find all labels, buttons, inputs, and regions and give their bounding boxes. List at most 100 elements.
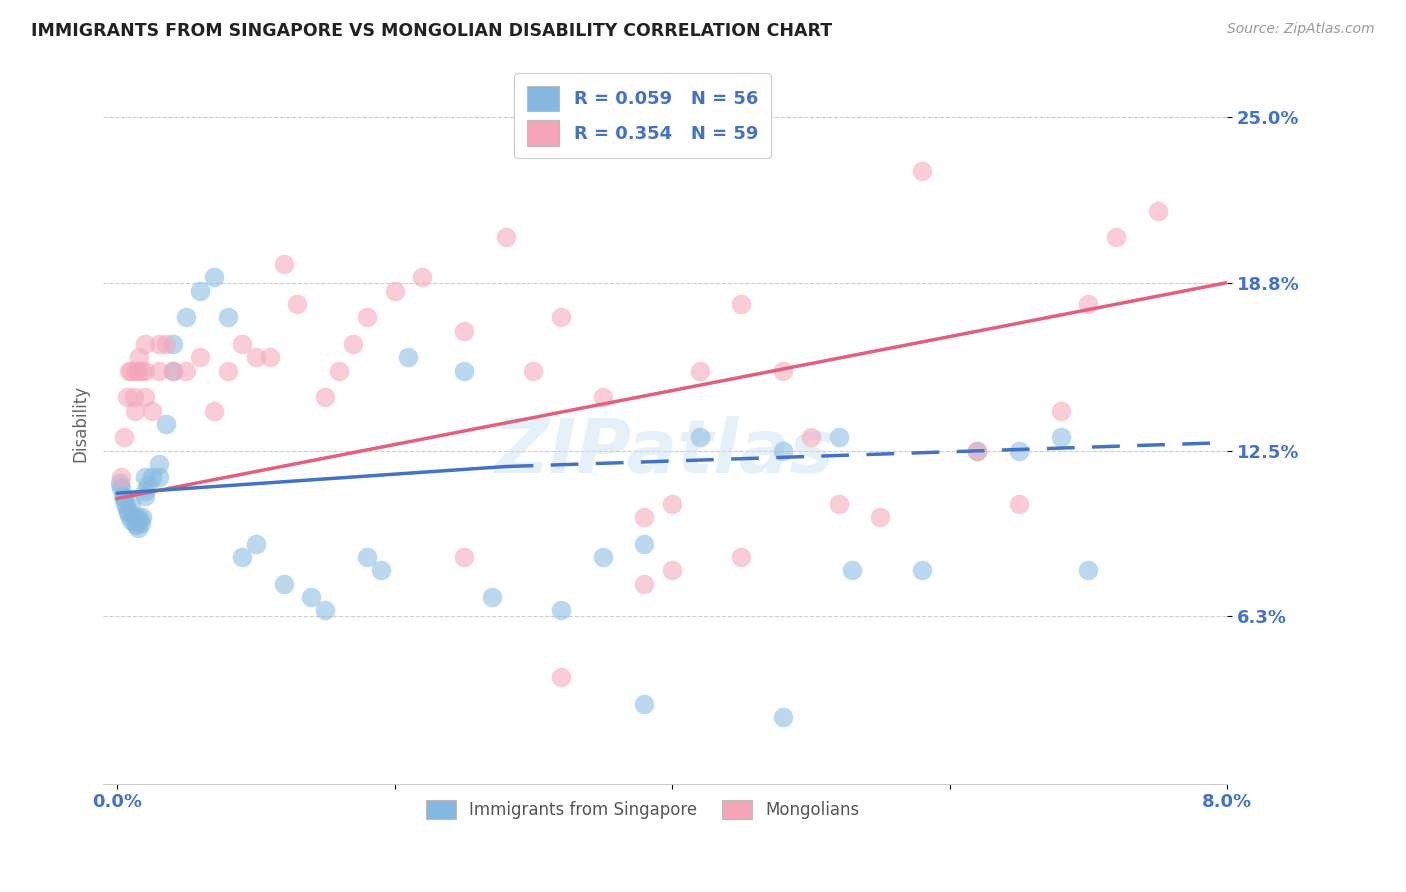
Point	[633, 537, 655, 551]
Point	[124, 403, 146, 417]
Point	[127, 510, 149, 524]
Point	[384, 284, 406, 298]
Point	[273, 257, 295, 271]
Point	[661, 497, 683, 511]
Y-axis label: Disability: Disability	[72, 385, 89, 462]
Point	[633, 510, 655, 524]
Point	[148, 470, 170, 484]
Point	[689, 363, 711, 377]
Point	[128, 351, 150, 365]
Point	[453, 324, 475, 338]
Point	[120, 363, 142, 377]
Point	[772, 710, 794, 724]
Point	[202, 403, 225, 417]
Point	[217, 363, 239, 377]
Point	[120, 513, 142, 527]
Point	[1077, 564, 1099, 578]
Point	[661, 564, 683, 578]
Point	[1008, 443, 1031, 458]
Point	[124, 516, 146, 530]
Point	[730, 550, 752, 565]
Point	[966, 443, 988, 458]
Point	[550, 603, 572, 617]
Point	[131, 510, 153, 524]
Point	[120, 497, 142, 511]
Point	[370, 564, 392, 578]
Point	[592, 550, 614, 565]
Point	[188, 284, 211, 298]
Point	[1105, 230, 1128, 244]
Point	[115, 502, 138, 516]
Point	[176, 310, 198, 325]
Point	[827, 497, 849, 511]
Point	[356, 550, 378, 565]
Point	[108, 475, 131, 490]
Point	[112, 430, 135, 444]
Point	[245, 351, 267, 365]
Point	[176, 363, 198, 377]
Point	[136, 478, 159, 492]
Point	[287, 297, 309, 311]
Point	[217, 310, 239, 325]
Point	[522, 363, 544, 377]
Point	[134, 337, 156, 351]
Point	[188, 351, 211, 365]
Point	[148, 363, 170, 377]
Point	[155, 337, 177, 351]
Point	[141, 403, 163, 417]
Point	[633, 577, 655, 591]
Point	[328, 363, 350, 377]
Legend: Immigrants from Singapore, Mongolians: Immigrants from Singapore, Mongolians	[419, 793, 866, 826]
Point	[1049, 403, 1071, 417]
Point	[122, 390, 145, 404]
Point	[134, 489, 156, 503]
Point	[299, 590, 322, 604]
Point	[125, 363, 148, 377]
Point	[162, 337, 184, 351]
Point	[481, 590, 503, 604]
Point	[134, 470, 156, 484]
Point	[689, 430, 711, 444]
Point	[1077, 297, 1099, 311]
Point	[273, 577, 295, 591]
Point	[259, 351, 281, 365]
Point	[1146, 203, 1168, 218]
Point	[131, 363, 153, 377]
Point	[911, 564, 934, 578]
Point	[342, 337, 364, 351]
Point	[127, 363, 149, 377]
Point	[772, 363, 794, 377]
Point	[1008, 497, 1031, 511]
Point	[202, 270, 225, 285]
Point	[245, 537, 267, 551]
Point	[162, 363, 184, 377]
Point	[155, 417, 177, 431]
Point	[141, 470, 163, 484]
Point	[730, 297, 752, 311]
Point	[495, 230, 517, 244]
Point	[118, 363, 141, 377]
Point	[869, 510, 891, 524]
Point	[772, 443, 794, 458]
Point	[633, 697, 655, 711]
Point	[117, 505, 139, 519]
Point	[129, 516, 152, 530]
Text: Source: ZipAtlas.com: Source: ZipAtlas.com	[1227, 22, 1375, 37]
Point	[231, 550, 253, 565]
Point	[314, 390, 336, 404]
Text: IMMIGRANTS FROM SINGAPORE VS MONGOLIAN DISABILITY CORRELATION CHART: IMMIGRANTS FROM SINGAPORE VS MONGOLIAN D…	[31, 22, 832, 40]
Point	[453, 363, 475, 377]
Point	[112, 491, 135, 506]
Text: ZIPatlas: ZIPatlas	[495, 417, 835, 489]
Point	[118, 508, 141, 522]
Point	[356, 310, 378, 325]
Point	[314, 603, 336, 617]
Point	[550, 670, 572, 684]
Point	[911, 163, 934, 178]
Point	[134, 390, 156, 404]
Point	[841, 564, 863, 578]
Point	[1049, 430, 1071, 444]
Point	[827, 430, 849, 444]
Point	[122, 510, 145, 524]
Point	[396, 351, 419, 365]
